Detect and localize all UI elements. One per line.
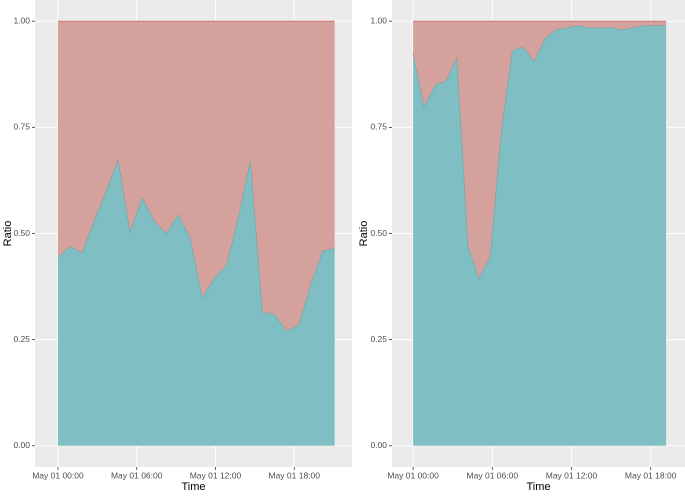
y-tick-label: 0.00 (13, 440, 30, 450)
x-tick-label: May 01 00:00 (387, 470, 439, 480)
x-tick-label: May 01 18:00 (268, 470, 320, 480)
y-tick-label: 0.75 (13, 122, 30, 132)
x-axis-title: Time (526, 481, 550, 493)
area (57, 159, 335, 446)
y-axis-title: Ratio (358, 221, 370, 247)
area (57, 21, 335, 332)
y-axis-title: Ratio (2, 221, 14, 247)
y-tick-label: 0.25 (370, 334, 387, 344)
x-tick-label: May 01 00:00 (32, 470, 84, 480)
area (413, 21, 667, 279)
y-tick-label: 1.00 (13, 15, 30, 25)
y-tick-label: 1.00 (370, 15, 387, 25)
y-tick-label: 0.50 (13, 228, 30, 238)
x-tick-label: May 01 12:00 (546, 470, 598, 480)
x-axis-title: Time (181, 481, 205, 493)
y-tick-label: 0.00 (370, 440, 387, 450)
y-tick-label: 0.75 (370, 122, 387, 132)
x-tick-label: May 01 06:00 (467, 470, 519, 480)
area (413, 25, 667, 446)
x-tick-label: May 01 18:00 (625, 470, 677, 480)
x-tick-label: May 01 12:00 (190, 470, 242, 480)
x-tick-label: May 01 06:00 (111, 470, 163, 480)
y-tick-label: 0.25 (13, 334, 30, 344)
y-tick-label: 0.50 (370, 228, 387, 238)
